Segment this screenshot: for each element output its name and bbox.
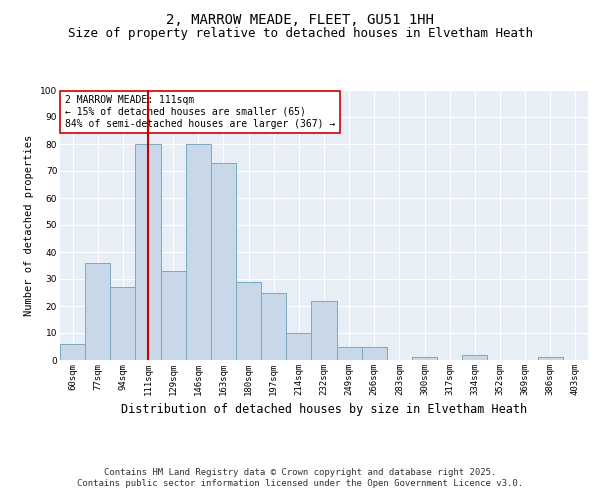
Bar xyxy=(337,346,362,360)
Bar xyxy=(286,333,311,360)
Bar xyxy=(362,346,387,360)
Bar xyxy=(136,144,161,360)
Y-axis label: Number of detached properties: Number of detached properties xyxy=(25,134,34,316)
Bar xyxy=(110,287,136,360)
Bar xyxy=(462,354,487,360)
Text: Size of property relative to detached houses in Elvetham Heath: Size of property relative to detached ho… xyxy=(67,28,533,40)
Bar xyxy=(236,282,261,360)
Bar xyxy=(161,271,186,360)
Bar xyxy=(412,358,437,360)
Bar xyxy=(60,344,85,360)
Bar xyxy=(211,163,236,360)
Text: 2 MARROW MEADE: 111sqm
← 15% of detached houses are smaller (65)
84% of semi-det: 2 MARROW MEADE: 111sqm ← 15% of detached… xyxy=(65,96,335,128)
Bar xyxy=(85,263,110,360)
Bar xyxy=(311,300,337,360)
Bar xyxy=(538,358,563,360)
Text: 2, MARROW MEADE, FLEET, GU51 1HH: 2, MARROW MEADE, FLEET, GU51 1HH xyxy=(166,12,434,26)
X-axis label: Distribution of detached houses by size in Elvetham Heath: Distribution of detached houses by size … xyxy=(121,404,527,416)
Bar xyxy=(186,144,211,360)
Bar xyxy=(261,292,286,360)
Text: Contains HM Land Registry data © Crown copyright and database right 2025.
Contai: Contains HM Land Registry data © Crown c… xyxy=(77,468,523,487)
